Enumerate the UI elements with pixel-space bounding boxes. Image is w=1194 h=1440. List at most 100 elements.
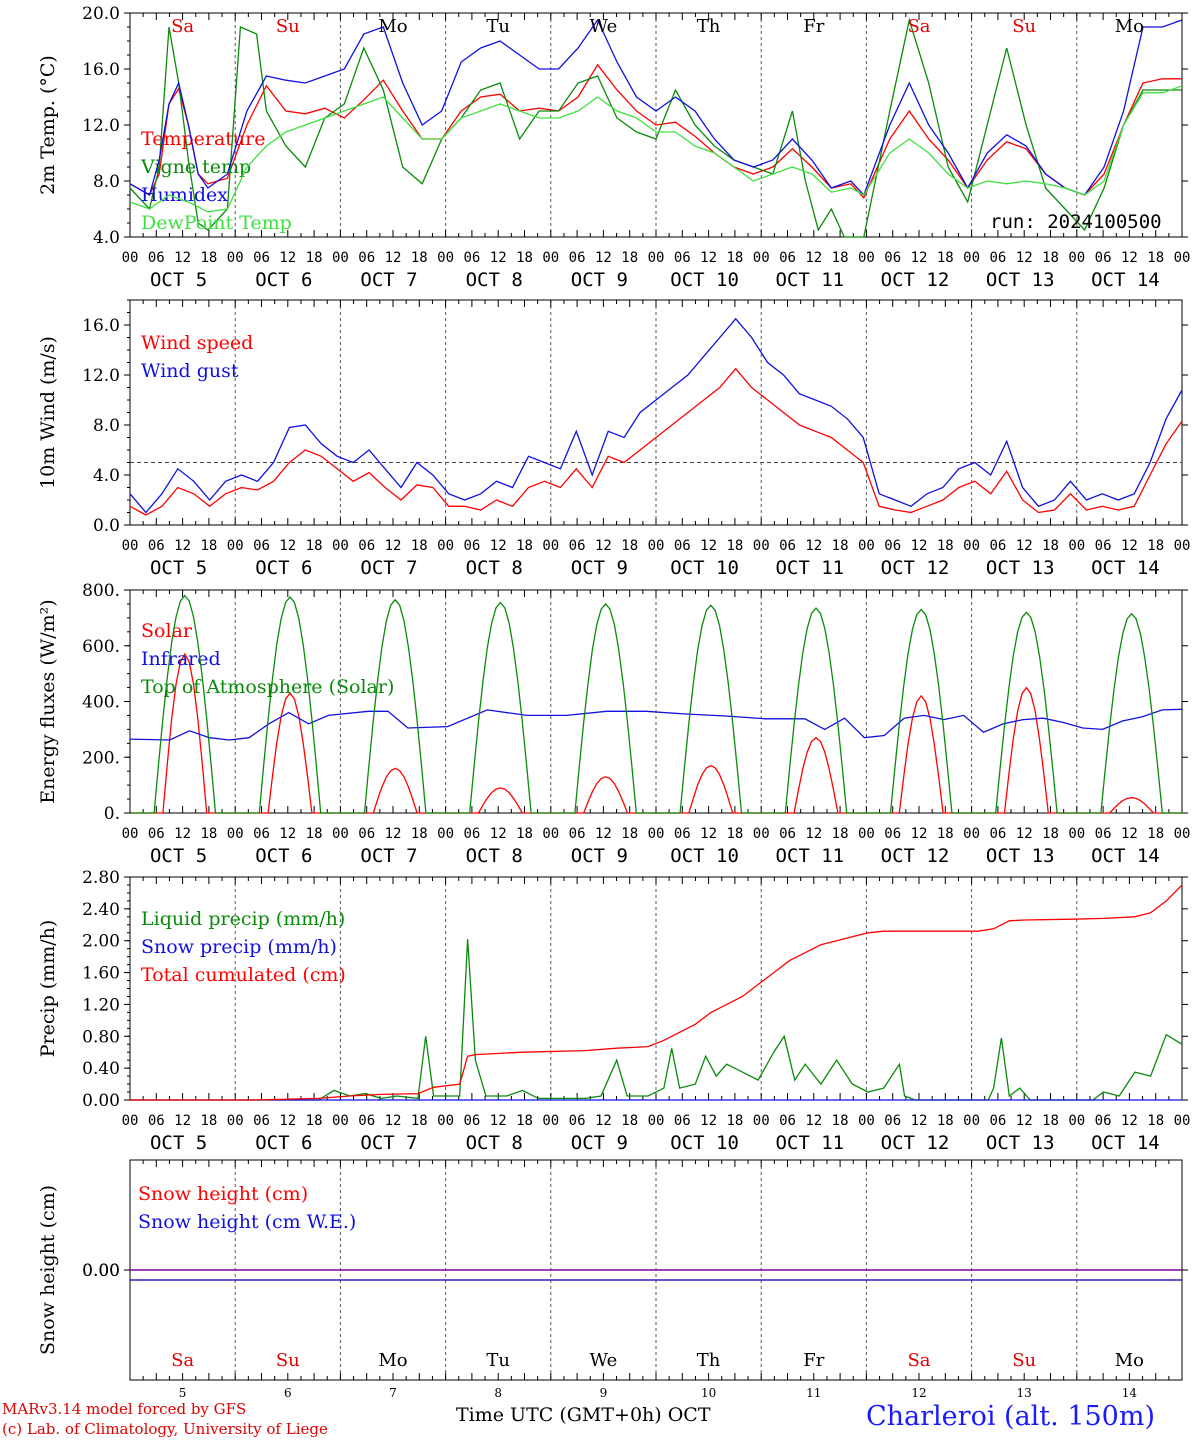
hour-tick-label: 12 [1016,1113,1033,1129]
y-tick-label: 0.00 [82,1261,120,1281]
panel-2: 0.0 4.0 8.0 12.0 16.0 10m Wind (m/s) Wind spee… [37,299,1190,579]
hour-tick-label: 12 [279,826,296,842]
hour-tick-label: 00 [858,826,875,842]
hour-tick-label: 00 [122,826,139,842]
hour-tick-label: 18 [621,826,638,842]
hour-tick-label: 12 [385,1113,402,1129]
weekday-label: Th [697,16,721,37]
y-tick-label: 0.40 [82,1059,120,1079]
y-tick-label: 4.0 [93,466,120,486]
hour-tick-label: 18 [516,250,533,266]
hour-tick-label: 00 [1174,250,1191,266]
y-tick-label: 0. [104,804,120,824]
hour-tick-label: 12 [1121,826,1138,842]
hour-tick-label: 18 [200,250,217,266]
date-label: OCT 7 [360,845,417,867]
weekday-label: Tu [486,16,510,37]
date-label: OCT 6 [255,557,312,579]
hour-tick-label: 00 [542,826,559,842]
hour-tick-label: 06 [1095,250,1112,266]
hour-tick-label: 00 [648,250,665,266]
hour-tick-label: 18 [516,826,533,842]
date-label: OCT 14 [1091,557,1160,579]
credits: MARv3.14 model forced by GFS (c) Lab. of… [2,1399,328,1439]
series-line-liquid-precip-mm-h- [130,939,1183,1101]
hour-tick-label: 06 [884,1113,901,1129]
hour-tick-label: 18 [411,1113,428,1129]
series-line-top-of-atmosphere-solar- [132,594,1185,814]
hour-tick-label: 00 [753,826,770,842]
legend-entry: Snow height (cm W.E.) [138,1211,356,1233]
hour-tick-label: 12 [174,826,191,842]
hour-tick-label: 12 [490,250,507,266]
hour-tick-label: 12 [805,538,822,554]
hour-tick-label: 18 [411,538,428,554]
date-label: OCT 10 [670,557,739,579]
hour-tick-label: 00 [1068,826,1085,842]
hour-tick-label: 06 [674,250,691,266]
y-tick-label: 20.0 [82,4,120,24]
weekday-label: Tu [486,1350,510,1371]
hour-tick-label: 00 [963,538,980,554]
hour-tick-label: 18 [1147,1113,1164,1129]
y-tick-label: 12.0 [82,116,120,136]
hour-tick-label: 06 [463,826,480,842]
credit-line-1: MARv3.14 model forced by GFS [2,1400,247,1418]
hour-tick-label: 18 [200,1113,217,1129]
hour-tick-label: 12 [595,1113,612,1129]
day-number: 10 [701,1386,716,1400]
date-label: OCT 10 [670,1132,739,1154]
hour-tick-label: 12 [700,250,717,266]
hour-tick-label: 12 [490,826,507,842]
series-line-vigne-temp [129,17,1182,238]
hour-tick-label: 18 [726,1113,743,1129]
hour-tick-label: 00 [1068,538,1085,554]
date-label: OCT 5 [150,269,207,291]
series-line-temperature [129,63,1182,199]
hour-tick-label: 00 [648,1113,665,1129]
y-tick-label: 16.0 [82,316,120,336]
hour-tick-label: 18 [1147,250,1164,266]
y-axis-label: Precip (mm/h) [37,920,59,1058]
weekday-label: Sa [907,1350,930,1371]
hour-tick-label: 00 [858,538,875,554]
legend-entry: Total cumulated (cm) [141,964,346,986]
date-label: OCT 14 [1091,269,1160,291]
weekday-label: Mo [1115,16,1144,37]
hour-tick-label: 18 [1147,538,1164,554]
y-tick-label: 200. [82,748,120,768]
weekday-label: Fr [803,1350,824,1371]
hour-tick-label: 12 [805,250,822,266]
hour-tick-label: 12 [385,538,402,554]
legend-entry: Infrared [141,648,221,670]
hour-tick-label: 18 [516,538,533,554]
hour-tick-label: 18 [937,1113,954,1129]
date-label: OCT 8 [466,845,523,867]
hour-tick-label: 06 [674,1113,691,1129]
legend-entry: Wind gust [141,360,239,382]
hour-tick-label: 18 [411,250,428,266]
weekday-label: Mo [1115,1350,1144,1371]
weekday-label: Sa [171,16,194,37]
hour-tick-label: 18 [1042,250,1059,266]
date-label: OCT 7 [360,1132,417,1154]
series-line-total-cumulated-cm- [130,884,1183,1101]
station-label: Charleroi (alt. 150m) [866,1401,1155,1432]
legend-entry: DewPoint Temp [141,212,292,234]
day-number: 14 [1122,1386,1138,1400]
hour-tick-label: 18 [726,538,743,554]
date-label: OCT 10 [670,269,739,291]
date-label: OCT 12 [881,1132,950,1154]
date-label: OCT 8 [466,557,523,579]
date-label: OCT 12 [881,557,950,579]
hour-tick-label: 12 [911,1113,928,1129]
hour-tick-label: 12 [595,826,612,842]
hour-tick-label: 00 [1068,250,1085,266]
y-tick-label: 1.20 [82,995,120,1015]
panel-4: 0.00 0.40 0.80 1.20 1.60 2.00 2.40 2.80 Precip (… [37,868,1190,1154]
hour-tick-label: 06 [569,538,586,554]
hour-tick-label: 12 [595,538,612,554]
hour-tick-label: 00 [227,826,244,842]
hour-tick-label: 12 [279,538,296,554]
weekday-label: Sa [171,1350,194,1371]
